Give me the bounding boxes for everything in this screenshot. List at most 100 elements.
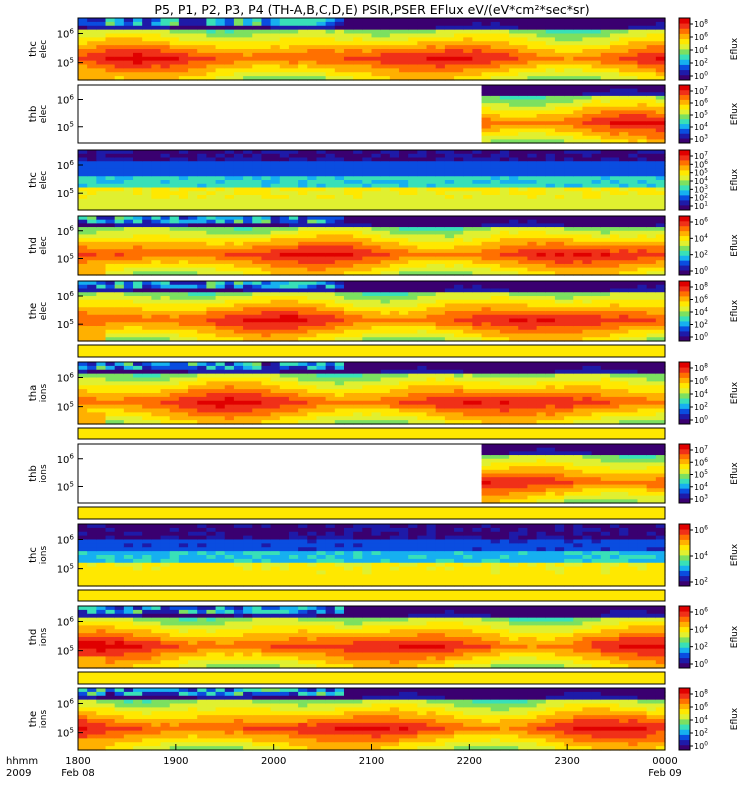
spectrogram-cell <box>408 256 418 261</box>
spectrogram-cell <box>316 176 327 181</box>
spectrogram-cell <box>224 284 235 290</box>
spectrogram-cell <box>96 311 107 316</box>
spectrogram-cell <box>609 168 620 174</box>
spectrogram-cell <box>243 165 253 170</box>
spectrogram-cell <box>509 135 519 140</box>
spectrogram-cell <box>637 153 648 159</box>
spectrogram-cell <box>527 183 538 189</box>
spectrogram-cell <box>573 256 584 261</box>
spectrogram-cell <box>389 333 400 338</box>
spectrogram-cell <box>646 322 657 327</box>
spectrogram-cell <box>96 165 107 170</box>
spectrogram-cell <box>233 400 244 406</box>
spectrogram-cell <box>252 292 263 297</box>
spectrogram-cell <box>646 296 657 301</box>
spectrogram-cell <box>233 41 244 46</box>
spectrogram-cell <box>646 33 657 38</box>
panel-label: thc elec <box>28 40 49 59</box>
spectrogram-cell <box>160 52 171 58</box>
spectrogram-cell <box>573 234 584 239</box>
spectrogram-cell <box>87 161 97 166</box>
spectrogram-cell <box>353 60 363 66</box>
spectrogram-cell <box>564 72 574 77</box>
spectrogram-cell <box>78 292 88 297</box>
spectrogram-cell <box>490 187 501 192</box>
spectrogram-cell <box>316 322 327 327</box>
spectrogram-cell <box>426 18 437 23</box>
spectrogram-cell <box>380 292 391 297</box>
spectrogram-cell <box>655 223 666 228</box>
spectrogram-cell <box>463 52 473 58</box>
spectrogram-cell <box>435 33 446 38</box>
spectrogram-cell <box>298 45 308 50</box>
spectrogram-cell <box>197 252 207 258</box>
spectrogram-cell <box>353 161 363 166</box>
spectrogram-cell <box>582 41 593 46</box>
spectrogram-cell <box>499 153 510 159</box>
spectrogram-cell <box>554 256 565 261</box>
spectrogram-cell <box>261 271 272 276</box>
spectrogram-cell <box>243 369 253 375</box>
spectrogram-cell <box>142 318 152 323</box>
spectrogram-cell <box>655 337 666 342</box>
spectrogram-cell <box>78 219 88 224</box>
spectrogram-cell <box>96 318 107 323</box>
spectrogram-cell <box>142 322 152 327</box>
spectrogram-cell <box>490 18 501 23</box>
spectrogram-cell <box>527 117 538 122</box>
spectrogram-cell <box>371 216 382 221</box>
spectrogram-cell <box>298 362 308 367</box>
spectrogram-cell <box>279 49 290 54</box>
spectrogram-cell <box>279 322 290 327</box>
spectrogram-cell <box>527 216 538 221</box>
spectrogram-cell <box>444 176 455 181</box>
spectrogram-cell <box>435 227 446 232</box>
spectrogram-cell <box>224 165 235 170</box>
spectrogram-cell <box>527 329 538 335</box>
spectrogram-cell <box>233 284 244 290</box>
spectrogram-cell <box>334 198 345 204</box>
spectrogram-cell <box>609 76 620 81</box>
spectrogram-cell <box>582 60 593 66</box>
spectrogram-cell <box>408 68 418 73</box>
spectrogram-cell <box>362 263 373 269</box>
spectrogram-cell <box>417 176 428 181</box>
spectrogram-cell <box>637 103 648 108</box>
spectrogram-cell <box>646 110 657 115</box>
spectrogram-cell <box>206 303 217 308</box>
spectrogram-cell <box>142 396 152 402</box>
spectrogram-cell <box>114 271 125 276</box>
spectrogram-cell <box>123 337 134 342</box>
spectrogram-cell <box>160 326 171 331</box>
spectrogram-cell <box>96 227 107 232</box>
spectrogram-cell <box>426 191 437 196</box>
spectrogram-cell <box>435 165 446 170</box>
spectrogram-cell <box>545 206 556 211</box>
spectrogram-cell <box>298 299 308 305</box>
spectrogram-cell <box>197 420 207 425</box>
spectrogram-cell <box>279 326 290 331</box>
spectrogram-cell <box>279 191 290 196</box>
spectrogram-cell <box>243 76 253 81</box>
spectrogram-cell <box>463 29 473 35</box>
spectrogram-cell <box>215 314 226 320</box>
spectrogram-cell <box>444 241 455 247</box>
spectrogram-cell <box>518 64 529 69</box>
spectrogram-cell <box>325 64 336 69</box>
spectrogram-cell <box>399 267 409 272</box>
spectrogram-cell <box>151 271 162 276</box>
spectrogram-cell <box>573 329 584 335</box>
spectrogram-cell <box>197 373 207 379</box>
spectrogram-cell <box>509 322 519 327</box>
spectrogram-cell <box>609 72 620 77</box>
spectrogram-cell <box>279 187 290 192</box>
spectrogram-cell <box>527 260 538 265</box>
spectrogram-cell <box>628 245 639 250</box>
spectrogram-cell <box>426 165 437 170</box>
spectrogram-cell <box>463 64 473 69</box>
spectrogram-cell <box>142 393 152 398</box>
spectrogram-cell <box>215 420 226 425</box>
spectrogram-cell <box>564 49 574 54</box>
spectrogram-cell <box>600 191 611 196</box>
spectrogram-cell <box>307 216 318 221</box>
